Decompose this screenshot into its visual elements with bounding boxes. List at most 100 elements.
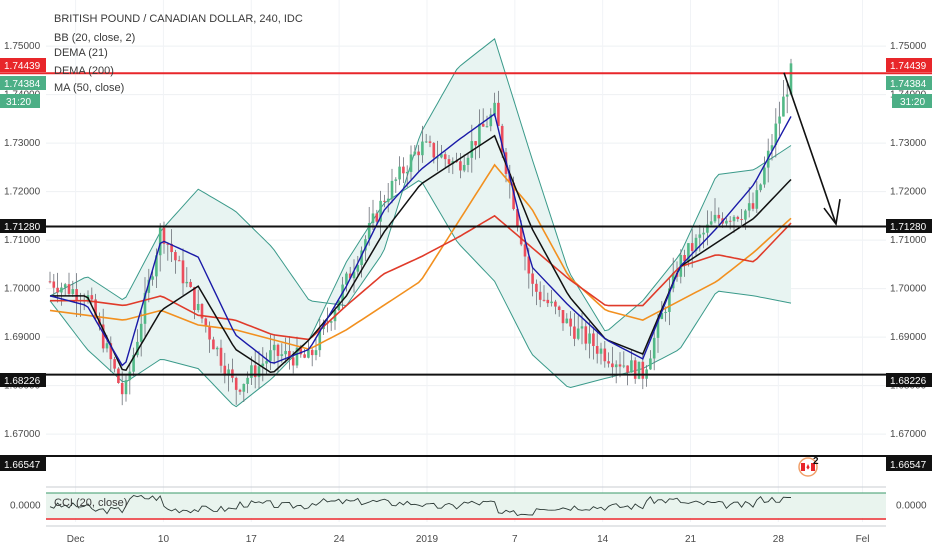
projection-arrow bbox=[783, 72, 841, 227]
candle-body bbox=[113, 359, 116, 369]
candle-body bbox=[155, 255, 158, 277]
candle-body bbox=[519, 225, 523, 245]
candle-body bbox=[500, 125, 504, 153]
candle-body bbox=[443, 154, 447, 160]
candle-body bbox=[177, 260, 181, 262]
x-tick: 10 bbox=[158, 534, 170, 545]
candle-body bbox=[656, 318, 660, 338]
x-tick: Fel bbox=[856, 534, 870, 545]
candle-body bbox=[778, 116, 781, 124]
candle-body bbox=[394, 179, 398, 181]
candle-body bbox=[67, 284, 71, 294]
candle-body bbox=[462, 164, 466, 171]
candle-body bbox=[717, 214, 721, 219]
candle-body bbox=[246, 377, 249, 384]
candle-body bbox=[447, 159, 451, 165]
candle-body bbox=[584, 326, 588, 344]
candle-body bbox=[740, 219, 743, 221]
candle-body bbox=[398, 166, 401, 180]
left-price-boxes: 1.74439 1.74384 31:20 1.71280 1.68226 1.… bbox=[0, 58, 46, 471]
y-tick-right: 1.70000 bbox=[890, 284, 927, 295]
y-tick-left: 1.73000 bbox=[4, 138, 41, 149]
left-box-countdown bbox=[0, 94, 40, 108]
bollinger-bands bbox=[49, 37, 792, 408]
candle-body bbox=[257, 366, 261, 378]
candle-body bbox=[668, 288, 671, 312]
left-box-level2-text: 1.68226 bbox=[4, 376, 41, 387]
candle-body bbox=[158, 227, 162, 256]
x-tick: Dec bbox=[67, 534, 85, 545]
candle-body bbox=[295, 347, 299, 366]
candle-body bbox=[405, 171, 409, 174]
candle-body bbox=[493, 102, 496, 115]
candle-body bbox=[417, 151, 420, 156]
candle-body bbox=[383, 200, 386, 202]
candle-body bbox=[516, 209, 519, 226]
candle-body bbox=[261, 363, 265, 367]
dema21-line bbox=[49, 112, 792, 367]
candle-body bbox=[550, 301, 553, 304]
bb-lower-line bbox=[49, 180, 792, 408]
candle-body bbox=[284, 350, 287, 355]
candle-body bbox=[588, 333, 591, 344]
candle-body bbox=[546, 299, 550, 304]
left-box-level1-text: 1.71280 bbox=[4, 222, 41, 233]
arrow-shaft[interactable] bbox=[783, 72, 837, 225]
candle-body bbox=[291, 357, 295, 366]
candle-body bbox=[523, 244, 527, 257]
candle-body bbox=[489, 114, 493, 127]
candle-body bbox=[531, 273, 534, 284]
candle-body bbox=[603, 348, 607, 362]
candle-body bbox=[303, 354, 306, 358]
candle-body bbox=[694, 237, 698, 251]
ma50-line bbox=[49, 163, 792, 350]
candle-body bbox=[569, 318, 572, 327]
candle-body bbox=[307, 349, 310, 358]
cci-tick-right: 0.0000 bbox=[896, 501, 927, 512]
candle-body bbox=[709, 221, 713, 225]
right-box-level1 bbox=[886, 219, 932, 233]
y-tick-left: 1.72000 bbox=[4, 187, 41, 198]
candle-body bbox=[94, 299, 97, 319]
candle-body bbox=[48, 281, 52, 283]
arrow-head bbox=[823, 198, 841, 227]
candle-body bbox=[637, 361, 641, 379]
right-box-level1-text: 1.71280 bbox=[890, 222, 927, 233]
candle-body bbox=[424, 141, 428, 143]
candle-body bbox=[481, 123, 485, 127]
cci-pane bbox=[46, 492, 886, 520]
candle-body bbox=[698, 234, 702, 238]
legend-symbol: BRITISH POUND / CANADIAN DOLLAR, 240, ID… bbox=[54, 13, 303, 25]
candle-body bbox=[652, 337, 656, 359]
candle-body bbox=[280, 354, 284, 356]
candle-body bbox=[223, 365, 227, 376]
right-box-level2 bbox=[886, 373, 932, 387]
candle-body bbox=[512, 182, 515, 210]
candle-body bbox=[253, 365, 257, 378]
right-box-countdown bbox=[892, 94, 932, 108]
candle-body bbox=[747, 203, 751, 211]
candle-body bbox=[101, 324, 105, 349]
left-box-red bbox=[0, 58, 46, 72]
candle-body bbox=[162, 227, 166, 244]
candle-body bbox=[52, 281, 56, 288]
candle-body bbox=[238, 389, 242, 392]
candle-body bbox=[755, 190, 759, 209]
legend-bb: BB (20, close, 2) bbox=[54, 32, 135, 44]
candle-body bbox=[592, 333, 595, 347]
candle-body bbox=[200, 303, 204, 319]
x-tick: 2019 bbox=[416, 534, 439, 545]
legend-dema200: DEMA (200) bbox=[54, 65, 114, 77]
x-tick: 14 bbox=[597, 534, 609, 545]
candle-body bbox=[56, 287, 59, 293]
candle-body bbox=[402, 166, 405, 174]
y-tick-right: 1.72000 bbox=[890, 187, 927, 198]
bb-upper-line bbox=[49, 37, 792, 332]
candle-body bbox=[687, 243, 690, 262]
candle-body bbox=[580, 326, 584, 329]
candle-body bbox=[124, 380, 128, 395]
candle-body bbox=[744, 210, 747, 220]
event-marker[interactable]: 2 bbox=[798, 456, 819, 477]
candle-body bbox=[683, 255, 686, 262]
